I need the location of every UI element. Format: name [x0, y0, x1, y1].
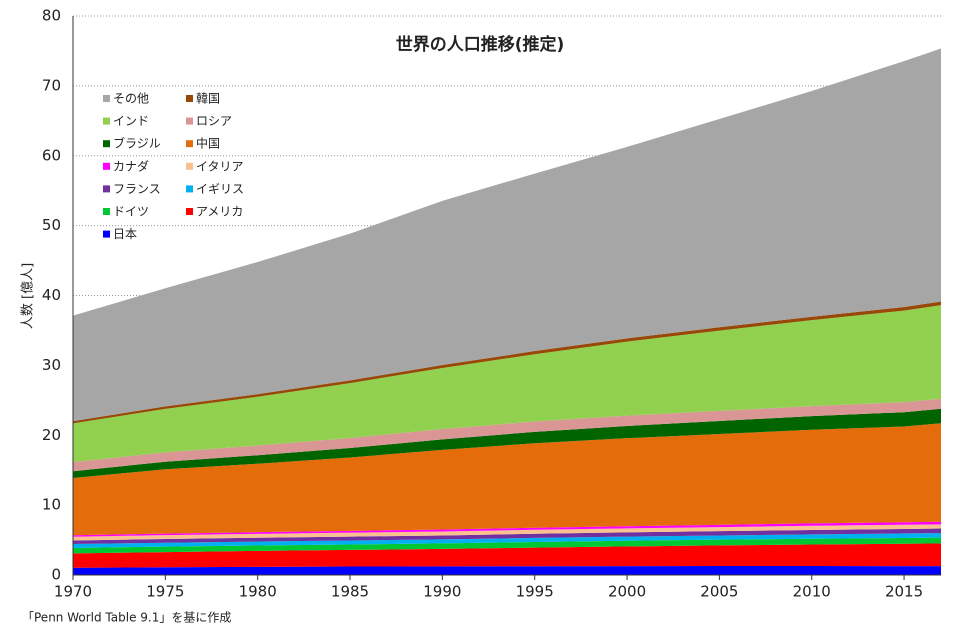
legend-swatch	[103, 95, 110, 102]
x-tick-label: 2015	[885, 583, 923, 601]
x-tick-label: 1980	[239, 583, 277, 601]
area	[73, 528, 941, 545]
legend-label: アメリカ	[196, 205, 243, 219]
x-tick-label: 1975	[146, 583, 184, 601]
legend-label: ロシア	[196, 114, 232, 128]
x-tick-label: 1985	[331, 583, 369, 601]
area	[73, 566, 941, 575]
legend-swatch	[103, 230, 110, 238]
legend-label: 中国	[196, 136, 220, 151]
legend-label: ドイツ	[113, 205, 149, 219]
y-tick-label: 60	[42, 146, 61, 164]
legend-swatch	[103, 117, 110, 125]
y-tick-label: 40	[42, 286, 61, 304]
x-tick-label: 2010	[793, 583, 831, 601]
legend-swatch	[186, 162, 193, 170]
area	[73, 398, 941, 472]
area	[73, 423, 941, 536]
legend-label: フランス	[113, 182, 161, 196]
area	[73, 543, 941, 568]
y-tick-label: 0	[51, 566, 61, 584]
x-tick-label: 1990	[423, 583, 461, 601]
x-tick-label: 1970	[54, 583, 92, 601]
legend-swatch	[103, 185, 110, 193]
x-tick-label: 2005	[700, 583, 738, 601]
area	[73, 48, 941, 422]
x-tick-label: 2000	[608, 583, 646, 601]
legend-swatch	[103, 162, 110, 170]
area	[73, 533, 941, 548]
y-tick-label: 30	[42, 356, 61, 374]
legend-label: ブラジル	[113, 136, 161, 151]
y-tick-label: 80	[42, 7, 61, 25]
x-tick-label: 1995	[516, 583, 554, 601]
legend-swatch	[186, 117, 193, 125]
area	[73, 408, 941, 478]
source-note: 「Penn World Table 9.1」を基に作成	[22, 611, 231, 625]
legend-label: インド	[113, 114, 149, 128]
legend-swatch	[186, 185, 193, 193]
y-tick-label: 50	[42, 216, 61, 234]
legend-swatch	[103, 140, 110, 148]
chart-title: 世界の人口推移(推定)	[396, 34, 565, 55]
y-tick-label: 20	[42, 426, 61, 444]
legend-label: イギリス	[196, 182, 244, 196]
legend-label: カナダ	[113, 158, 149, 173]
legend-swatch	[186, 95, 193, 102]
legend-label: その他	[113, 92, 149, 106]
area	[73, 521, 941, 537]
legend-label: イタリア	[196, 159, 244, 173]
area	[73, 305, 941, 463]
legend-swatch	[103, 208, 110, 215]
area	[73, 301, 941, 424]
y-axis-label: 人数 [億人]	[20, 263, 36, 329]
y-tick-label: 10	[42, 496, 61, 514]
legend-label: 日本	[113, 227, 137, 241]
y-tick-label: 70	[42, 76, 61, 94]
area	[73, 537, 941, 554]
legend-label: 韓国	[196, 92, 220, 106]
legend-swatch	[186, 140, 193, 148]
legend-swatch	[186, 208, 193, 215]
area	[73, 524, 941, 541]
